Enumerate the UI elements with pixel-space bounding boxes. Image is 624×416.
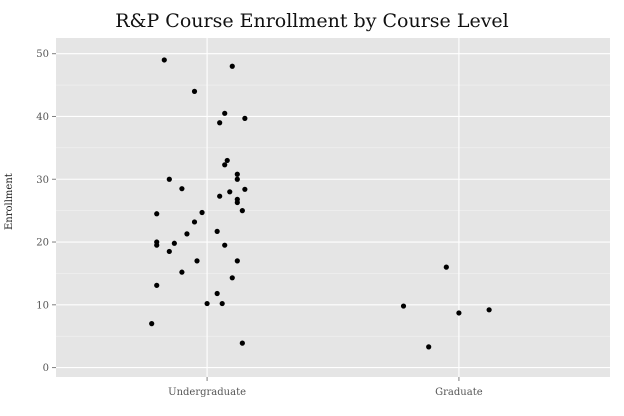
data-point <box>214 290 220 297</box>
x-tick-label: Undergraduate <box>168 387 246 398</box>
data-point <box>234 176 240 182</box>
data-point <box>242 186 248 192</box>
data-point <box>234 171 240 177</box>
data-point <box>179 186 185 192</box>
data-point <box>217 193 223 199</box>
y-tick-label: 50 <box>36 49 49 60</box>
data-point <box>234 258 240 264</box>
data-point <box>161 57 167 63</box>
data-point <box>229 275 235 281</box>
data-point <box>224 157 230 164</box>
data-point <box>191 219 198 225</box>
data-point <box>149 321 155 327</box>
data-point <box>222 110 228 116</box>
x-tick-label: Graduate <box>435 387 483 398</box>
data-point <box>191 88 198 94</box>
data-point <box>204 300 210 307</box>
data-point <box>214 228 220 234</box>
data-point <box>443 264 449 270</box>
data-point <box>242 115 248 121</box>
data-point <box>171 240 177 246</box>
data-point <box>400 303 407 309</box>
data-point <box>217 120 223 126</box>
y-tick-label: 10 <box>36 300 49 311</box>
data-point <box>227 189 233 195</box>
data-point <box>219 300 225 307</box>
data-point <box>229 63 235 69</box>
y-tick-label: 20 <box>36 238 49 249</box>
data-point <box>154 282 160 288</box>
data-point <box>222 242 228 248</box>
data-point <box>154 211 160 217</box>
data-point <box>234 199 240 206</box>
data-point <box>222 162 228 168</box>
data-point <box>239 208 245 214</box>
y-tick-label: 40 <box>36 112 49 123</box>
data-point <box>456 310 462 316</box>
data-point <box>179 269 185 275</box>
data-point <box>486 307 492 313</box>
data-point <box>194 258 200 264</box>
data-point <box>426 344 432 350</box>
data-point <box>154 242 160 248</box>
data-point <box>199 209 205 216</box>
data-point <box>166 248 172 255</box>
data-point <box>184 231 190 237</box>
y-tick-label: 30 <box>36 175 49 186</box>
data-point <box>166 176 172 182</box>
plot-panel <box>56 38 610 377</box>
chart-title: R&P Course Enrollment by Course Level <box>115 10 509 32</box>
data-point <box>239 340 245 346</box>
y-tick-label: 0 <box>43 363 49 374</box>
